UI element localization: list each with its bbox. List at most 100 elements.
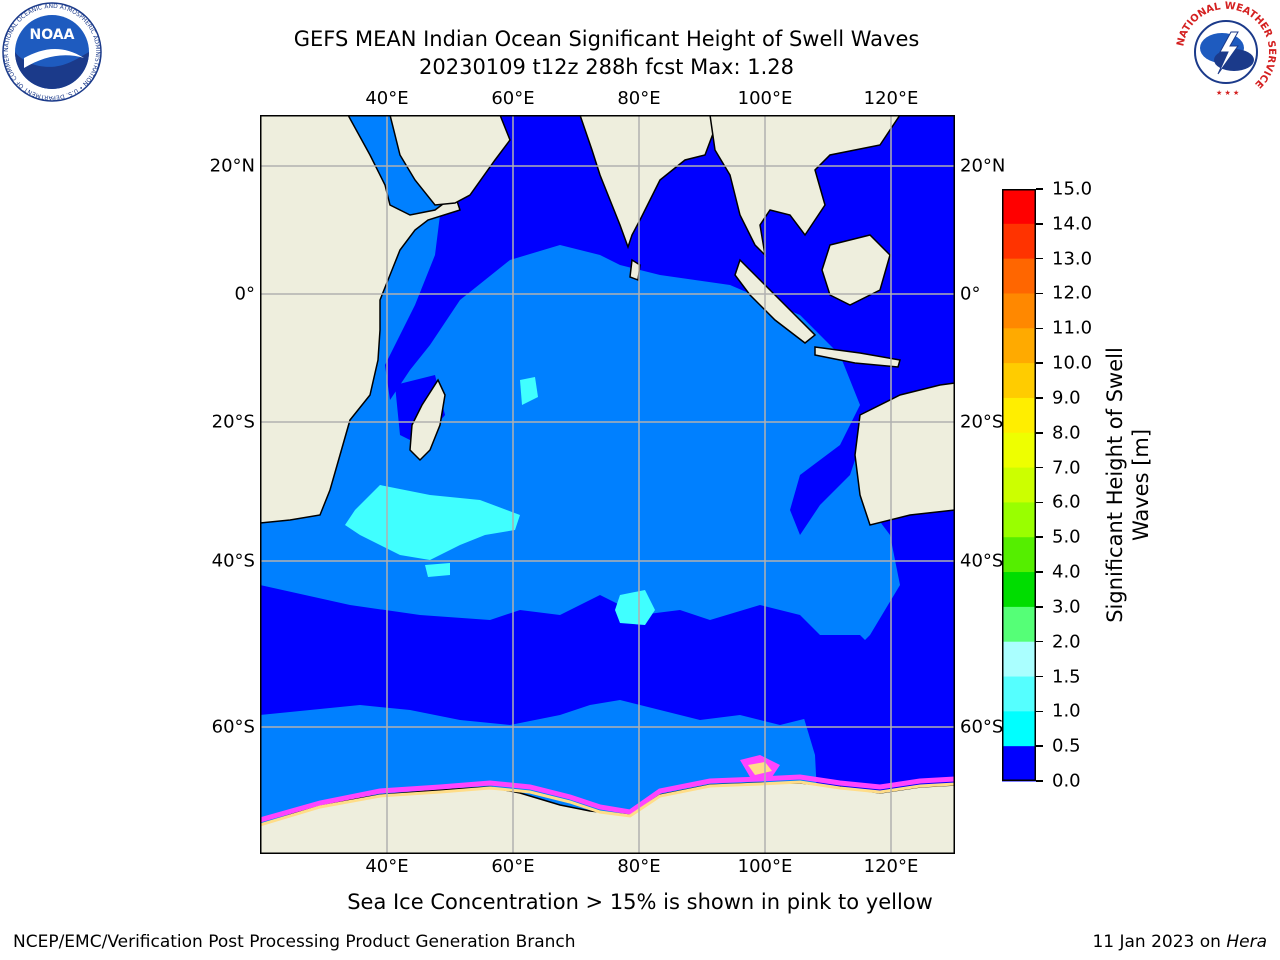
sumatra-land bbox=[734, 258, 817, 344]
colorbar-tick-label: 5.0 bbox=[1052, 526, 1081, 548]
australia-land bbox=[854, 382, 955, 526]
sea-ice-note: Sea Ice Concentration > 15% is shown in … bbox=[347, 890, 933, 914]
colorbar bbox=[1002, 189, 1036, 782]
colorbar-tick-label: 10.0 bbox=[1052, 352, 1093, 374]
lon-label-top: 40°E bbox=[365, 88, 409, 109]
noaa-logo-text: NOAA bbox=[30, 27, 75, 43]
colorbar-segment bbox=[1002, 641, 1036, 678]
colorbar-tick-label: 6.0 bbox=[1052, 491, 1081, 513]
chart-title: GEFS MEAN Indian Ocean Significant Heigh… bbox=[293, 27, 920, 51]
africa-land bbox=[260, 115, 461, 524]
chart-subtitle: 20230109 t12z 288h fcst Max: 1.28 bbox=[419, 55, 794, 79]
lon-label-top: 80°E bbox=[617, 88, 661, 109]
lat-label-right: 20°S bbox=[960, 411, 1004, 433]
colorbar-tick-mark bbox=[1036, 536, 1043, 538]
svg-text:★ ★ ★: ★ ★ ★ bbox=[1216, 89, 1239, 97]
colorbar-tick-label: 8.0 bbox=[1052, 422, 1081, 444]
lon-label-bottom: 80°E bbox=[617, 856, 661, 877]
colorbar-segment bbox=[1002, 432, 1036, 469]
colorbar-segment bbox=[1002, 293, 1036, 329]
colorbar-segment bbox=[1002, 676, 1036, 712]
colorbar-tick-label: 1.0 bbox=[1052, 700, 1081, 722]
colorbar-tick-mark bbox=[1036, 675, 1043, 678]
colorbar-tick-mark bbox=[1036, 710, 1043, 713]
lon-label-bottom: 40°E bbox=[365, 856, 409, 877]
lat-label-right: 20°N bbox=[960, 155, 1006, 177]
colorbar-tick-label: 0.5 bbox=[1052, 735, 1081, 757]
colorbar-tick-label: 9.0 bbox=[1052, 387, 1081, 409]
map-panel bbox=[260, 115, 955, 854]
colorbar-tick-mark bbox=[1036, 223, 1043, 225]
lat-label-left: 20°S bbox=[211, 411, 255, 433]
borneo-land bbox=[821, 234, 891, 306]
colorbar-tick-label: 14.0 bbox=[1052, 213, 1093, 235]
graticule bbox=[260, 115, 955, 854]
colorbar-segment bbox=[1002, 223, 1036, 260]
lat-label-left: 60°S bbox=[211, 716, 255, 738]
arabia-land bbox=[389, 115, 511, 206]
nws-logo: NATIONAL WEATHER SERVICE ★ ★ ★ bbox=[1175, 1, 1277, 101]
lon-label-bottom: 60°E bbox=[491, 856, 535, 877]
colorbar-segment bbox=[1002, 467, 1036, 503]
footer-date-text: 11 Jan 2023 on bbox=[1092, 932, 1227, 952]
colorbar-tick-label: 1.5 bbox=[1052, 666, 1081, 688]
colorbar-tick-mark bbox=[1036, 501, 1043, 504]
colorbar-tick-label: 13.0 bbox=[1052, 248, 1093, 270]
colorbar-tick-label: 3.0 bbox=[1052, 596, 1081, 618]
colorbar-segment bbox=[1002, 711, 1036, 747]
colorbar-tick-mark bbox=[1036, 327, 1043, 330]
colorbar-tick-mark bbox=[1036, 571, 1043, 573]
colorbar-tick-label: 15.0 bbox=[1052, 178, 1093, 200]
madagascar-land bbox=[409, 378, 446, 462]
colorbar-tick-mark bbox=[1036, 257, 1043, 260]
footer-credit: NCEP/EMC/Verification Post Processing Pr… bbox=[13, 932, 576, 952]
lon-label-top: 60°E bbox=[491, 88, 535, 109]
colorbar-segment bbox=[1002, 328, 1036, 364]
lat-label-right: 40°S bbox=[960, 550, 1004, 572]
colorbar-title-line1: Significant Height of Swell bbox=[1103, 347, 1127, 623]
lat-label-right: 60°S bbox=[960, 716, 1004, 738]
colorbar-segment bbox=[1002, 189, 1036, 225]
footer-machine: Hera bbox=[1226, 932, 1267, 952]
lon-label-top: 100°E bbox=[737, 88, 793, 109]
lon-label-bottom: 120°E bbox=[863, 856, 919, 877]
india-land bbox=[579, 115, 721, 250]
colorbar-segment bbox=[1002, 363, 1036, 399]
colorbar-tick-mark bbox=[1036, 362, 1043, 364]
colorbar-tick-mark bbox=[1036, 397, 1043, 399]
lon-label-bottom: 100°E bbox=[737, 856, 793, 877]
lat-label-right: 0° bbox=[960, 283, 981, 305]
colorbar-tick-label: 2.0 bbox=[1052, 631, 1081, 653]
colorbar-tick-label: 12.0 bbox=[1052, 282, 1093, 304]
colorbar-tick-mark bbox=[1036, 745, 1043, 747]
colorbar-segment bbox=[1002, 502, 1036, 538]
lat-label-left: 0° bbox=[234, 283, 255, 305]
map-frame bbox=[260, 115, 955, 854]
noaa-logo: NATIONAL OCEANIC AND ATMOSPHERIC ADMINIS… bbox=[0, 0, 102, 102]
colorbar-tick-label: 4.0 bbox=[1052, 561, 1081, 583]
colorbar-segment bbox=[1002, 258, 1036, 294]
colorbar-tick-mark bbox=[1036, 780, 1043, 782]
colorbar-frame bbox=[1002, 189, 1036, 781]
colorbar-segment bbox=[1002, 746, 1036, 782]
colorbar-title-line2: Waves [m] bbox=[1129, 428, 1153, 542]
srilanka-land bbox=[629, 258, 641, 282]
seasia-land bbox=[709, 115, 901, 258]
sea-ice-fringe bbox=[260, 755, 955, 827]
lon-label-top: 120°E bbox=[863, 88, 919, 109]
colorbar-segment bbox=[1002, 572, 1036, 608]
colorbar-tick-mark bbox=[1036, 432, 1043, 434]
colorbar-tick-label: 0.0 bbox=[1052, 770, 1081, 792]
colorbar-tick-mark bbox=[1036, 292, 1043, 295]
swell-field-1p0-1p5 bbox=[345, 377, 655, 625]
colorbar-tick-mark bbox=[1036, 640, 1043, 643]
colorbar-segment bbox=[1002, 537, 1036, 573]
colorbar-tick-label: 11.0 bbox=[1052, 317, 1093, 339]
colorbar-segment bbox=[1002, 397, 1036, 434]
lat-label-left: 20°N bbox=[209, 155, 255, 177]
colorbar-tick-mark bbox=[1036, 188, 1043, 190]
colorbar-segment bbox=[1002, 606, 1036, 643]
java-land bbox=[814, 346, 901, 368]
lat-label-left: 40°S bbox=[211, 550, 255, 572]
footer-date: 11 Jan 2023 on Hera bbox=[1092, 932, 1267, 952]
